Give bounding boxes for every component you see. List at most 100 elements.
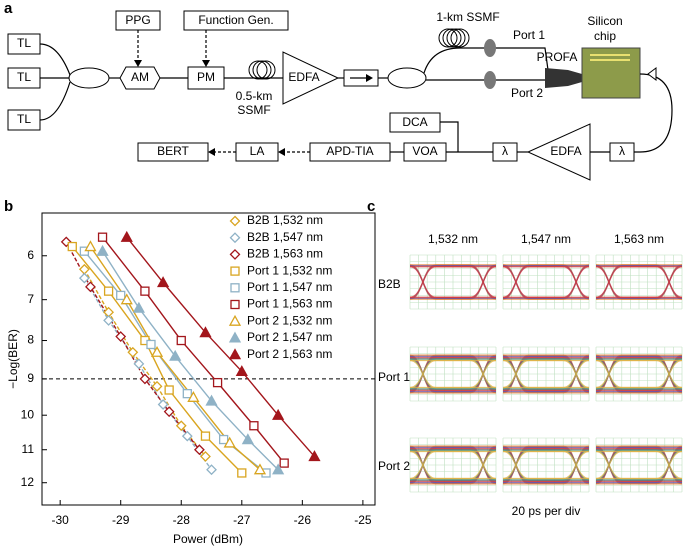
marker <box>157 399 169 410</box>
fiber <box>440 121 493 153</box>
marker <box>140 286 150 296</box>
marker <box>85 281 96 293</box>
eye-diagram <box>409 437 497 493</box>
marker <box>151 380 163 392</box>
marker <box>228 348 242 360</box>
marker <box>78 272 90 284</box>
marker <box>84 240 97 252</box>
eye-trace <box>596 445 682 485</box>
x-tick-label: -26 <box>294 513 312 527</box>
y-tick-label: 9 <box>27 371 34 385</box>
eye-trace <box>596 449 682 481</box>
eye-trace <box>410 355 496 393</box>
marker <box>200 451 211 462</box>
node-label: LA <box>250 144 265 158</box>
silicon-chip <box>581 47 641 99</box>
caption: 20 ps per div <box>512 504 581 518</box>
marker <box>205 394 218 406</box>
node-label: chip <box>594 29 616 43</box>
marker <box>229 232 241 244</box>
fiber <box>634 73 673 153</box>
fit-line <box>71 246 243 474</box>
eye-trace <box>503 355 589 393</box>
eye-trace <box>596 450 682 480</box>
node-label: EDFA <box>288 70 319 84</box>
marker <box>218 434 229 445</box>
plot-frame <box>41 212 376 506</box>
eye-trace <box>503 450 589 480</box>
eye-trace <box>503 446 589 484</box>
fit-line <box>101 250 279 471</box>
panel-label: c <box>367 198 375 215</box>
legend-label: Port 1 1,547 nm <box>247 280 332 294</box>
eye-trace <box>410 264 496 300</box>
eye-trace <box>410 354 496 394</box>
marker <box>176 335 186 346</box>
eye-trace <box>503 445 589 485</box>
eye-trace <box>410 446 496 484</box>
marker <box>103 315 115 326</box>
node-label: TL <box>17 36 31 50</box>
marker <box>272 463 285 475</box>
y-tick-label: 10 <box>21 407 35 421</box>
eye-trace <box>410 357 496 391</box>
legend-label: Port 2 1,532 nm <box>247 313 332 327</box>
node-label: λ <box>502 144 508 158</box>
marker <box>96 244 109 256</box>
y-tick-label: 8 <box>27 333 34 347</box>
eye-trace <box>503 448 589 482</box>
setup-diagram: a TL TL TL PPG AM Function Gen. PM 0.5-k… <box>4 0 673 181</box>
y-tick-label: 11 <box>22 442 35 456</box>
eye-trace <box>410 266 496 298</box>
marker <box>133 358 145 370</box>
legend-label: B2B 1,532 nm <box>247 213 323 227</box>
amplifier <box>526 123 591 181</box>
marker <box>116 290 126 301</box>
x-tick-label: -30 <box>51 513 69 527</box>
marker <box>120 230 133 242</box>
marker <box>181 430 193 442</box>
marker <box>164 385 174 395</box>
eye-diagram <box>595 254 683 310</box>
legend-label: B2B 1,563 nm <box>247 247 323 261</box>
y-tick-label: 6 <box>27 248 34 262</box>
eye-trace <box>596 359 682 389</box>
panel-label: a <box>4 0 13 17</box>
amplifier <box>282 51 340 105</box>
marker <box>120 293 133 305</box>
fiber-spool <box>248 60 276 80</box>
row-label: Port 2 <box>378 459 410 473</box>
fit-line <box>83 268 207 457</box>
marker <box>253 463 267 475</box>
eye-trace <box>596 265 682 299</box>
eye-trace <box>410 448 496 482</box>
x-tick-label: -25 <box>354 513 372 527</box>
marker <box>272 408 285 420</box>
legend-label: Port 2 1,547 nm <box>247 330 332 344</box>
bert-box <box>137 142 209 162</box>
arrow-head <box>278 148 285 156</box>
column-label: 1,563 nm <box>614 232 664 246</box>
node-label: TL <box>17 70 31 84</box>
eye-trace <box>596 358 682 390</box>
marker <box>187 390 200 402</box>
x-tick-label: -29 <box>112 513 130 527</box>
node-label: APD-TIA <box>326 144 373 158</box>
node-label: AM <box>131 70 149 84</box>
node-label: EDFA <box>550 144 581 158</box>
eye-trace <box>410 445 496 485</box>
y-tick-label: 7 <box>27 292 34 306</box>
x-tick-label: -27 <box>233 513 251 527</box>
marker <box>163 406 175 418</box>
eye-trace <box>503 264 589 300</box>
marker <box>229 248 241 260</box>
eye-trace <box>596 357 682 391</box>
marker <box>249 421 259 431</box>
node-label: SSMF <box>237 103 270 117</box>
node-label: VOA <box>412 144 437 158</box>
marker <box>150 345 164 357</box>
eye-trace <box>410 449 496 481</box>
function-gen-box <box>183 10 289 31</box>
x-axis-label: Power (dBm) <box>173 532 243 546</box>
arrow-head <box>134 60 142 67</box>
